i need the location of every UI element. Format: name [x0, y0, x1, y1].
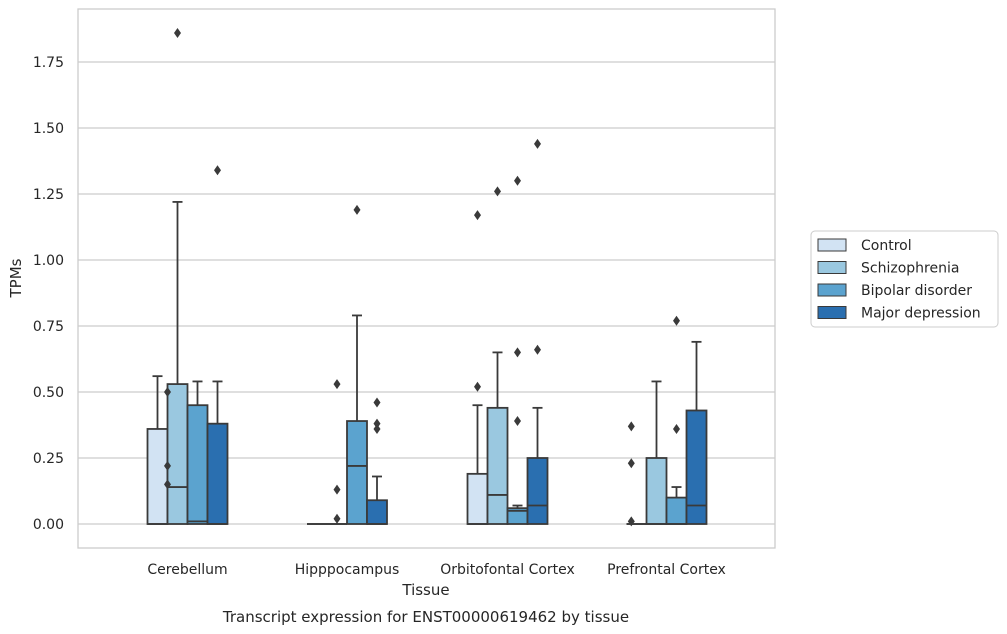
outlier-point	[514, 416, 521, 427]
legend-label: Schizophrenia	[861, 261, 959, 277]
outlier-point	[627, 516, 635, 527]
x-tick-label: Cerebellum	[147, 562, 227, 578]
box	[206, 422, 229, 525]
legend: Control Schizophrenia Bipolar disorder Majo…	[810, 230, 999, 328]
y-tick-label: 1.50	[33, 121, 64, 137]
box-marks	[146, 27, 708, 527]
extra-outliers	[164, 387, 171, 490]
extra-outliers	[627, 421, 635, 527]
chart-caption: Transcript expression for ENST0000061946…	[222, 608, 629, 626]
box	[366, 499, 388, 525]
outlier-point	[333, 513, 341, 524]
legend-label: Major depression	[861, 306, 981, 322]
x-tick-label: Hipppocampus	[295, 562, 400, 578]
series-control	[146, 210, 647, 525]
legend-swatch	[817, 238, 847, 252]
legend-swatch	[817, 283, 847, 297]
legend-swatch	[817, 306, 847, 319]
box	[146, 428, 169, 525]
outlier-point	[214, 165, 221, 176]
y-tick-label: 1.00	[33, 253, 64, 269]
outlier-point	[474, 210, 481, 221]
box	[486, 406, 509, 525]
outlier-point	[514, 175, 521, 186]
box	[466, 472, 489, 525]
box	[665, 496, 688, 525]
y-tick-label: 0.25	[33, 451, 64, 467]
outlier-point	[627, 421, 635, 432]
x-tick-label: Orbitofontal Cortex	[440, 562, 575, 578]
y-tick-label: 0.50	[33, 385, 64, 401]
outlier-point	[494, 186, 501, 197]
outlier-point	[333, 379, 341, 390]
series-schizophrenia	[166, 27, 668, 525]
outlier-point	[673, 315, 680, 326]
legend-swatch	[817, 261, 847, 274]
outlier-point	[174, 27, 181, 38]
y-tick-label: 1.75	[33, 55, 64, 71]
y-axis-title: TPMs	[7, 258, 25, 298]
outlier-point	[474, 381, 481, 392]
box	[346, 420, 368, 525]
outlier-point	[373, 418, 381, 429]
box	[186, 404, 209, 525]
legend-label: Bipolar disorder	[861, 283, 972, 299]
box	[645, 457, 668, 525]
outlier-point	[514, 347, 521, 358]
box	[166, 383, 189, 525]
plot-frame	[77, 8, 776, 549]
outlier-point	[673, 423, 680, 434]
outlier-point	[373, 423, 381, 434]
outlier-point	[353, 204, 361, 215]
y-tick-label: 1.25	[33, 187, 64, 203]
outlier-point	[627, 458, 635, 469]
y-tick-label: 0.75	[33, 319, 64, 335]
y-tick-label: 0.00	[33, 517, 64, 533]
x-axis-title: Tissue	[401, 581, 449, 599]
outlier-point	[164, 387, 171, 397]
outlier-point	[534, 138, 541, 149]
outlier-point	[164, 479, 171, 490]
outlier-point	[534, 344, 541, 355]
outlier-point	[333, 484, 341, 495]
series-major-depression	[206, 138, 708, 525]
legend-label: Control	[861, 238, 912, 254]
legend-frame	[810, 230, 999, 328]
box	[526, 457, 549, 525]
outlier-point	[373, 397, 381, 408]
x-tick-label: Prefrontal Cortex	[607, 562, 726, 578]
outlier-point	[164, 460, 171, 471]
y-axis-ticks: 0.00 0.25 0.50 0.75 1.00 1.25 1.50 1.75	[33, 55, 64, 533]
x-axis-ticks: Cerebellum Hipppocampus Orbitofontal Corte…	[147, 562, 725, 578]
box	[685, 409, 708, 525]
